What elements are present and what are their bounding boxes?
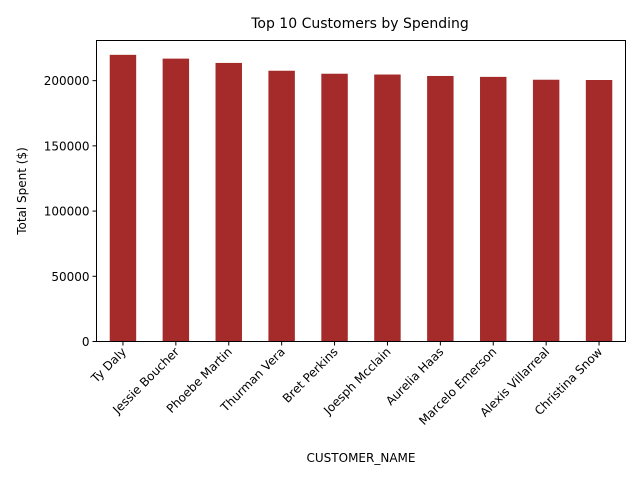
y-tick-label-1: 50000: [51, 270, 89, 284]
bar-1: [162, 58, 190, 342]
x-axis-label: CUSTOMER_NAME: [307, 451, 416, 465]
y-axis: 0 50000 100000 150000 200000: [44, 74, 97, 349]
bar-4: [321, 73, 348, 342]
bar-9: [585, 80, 613, 342]
bar-5: [374, 74, 401, 342]
bar-2: [215, 62, 242, 342]
chart-title: Top 10 Customers by Spending: [250, 16, 469, 32]
y-tick-label-4: 200000: [44, 74, 90, 88]
plot-frame: [96, 40, 626, 342]
bar-0: [109, 54, 137, 342]
bar-6: [427, 75, 454, 342]
y-tick-label-3: 150000: [44, 139, 90, 153]
x-tick-label-0: Ty Daly: [88, 345, 129, 386]
bar-3: [268, 70, 295, 342]
bar-7: [480, 76, 507, 342]
y-axis-label: Total Spent ($): [15, 147, 29, 236]
y-tick-label-0: 0: [82, 335, 90, 349]
y-tick-label-2: 100000: [44, 205, 90, 219]
bars-group: [109, 54, 613, 342]
bar-8: [532, 79, 560, 342]
